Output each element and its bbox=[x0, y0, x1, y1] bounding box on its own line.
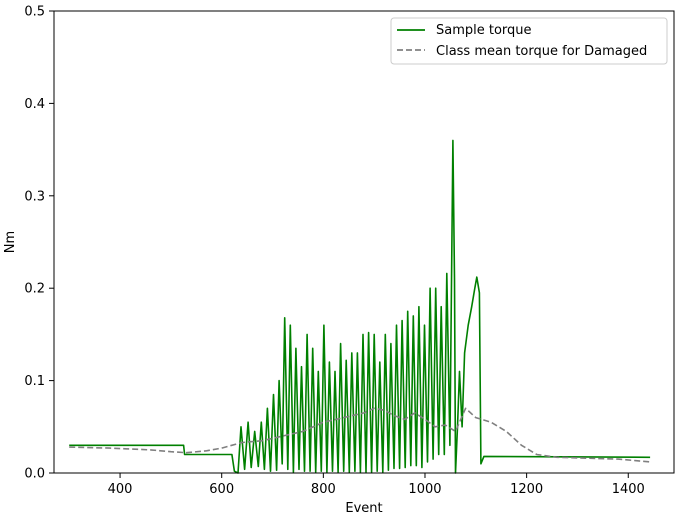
x-axis-label: Event bbox=[345, 501, 382, 514]
plot-series bbox=[69, 139, 651, 474]
y-tick-label-0.4: 0.4 bbox=[24, 97, 45, 112]
y-tick-label-0.2: 0.2 bbox=[24, 282, 45, 297]
legend: Sample torque Class mean torque for Dama… bbox=[390, 17, 668, 65]
x-tick-label-1200: 1200 bbox=[510, 482, 543, 497]
x-tick-label-800: 800 bbox=[311, 482, 336, 497]
x-tick-label-1000: 1000 bbox=[408, 482, 441, 497]
y-tick-label-0.1: 0.1 bbox=[24, 374, 45, 389]
legend-box bbox=[390, 17, 668, 65]
legend-label-sample-torque: Sample torque bbox=[436, 23, 532, 38]
y-axis: 0.0 0.1 0.2 0.3 0.4 0.5 bbox=[24, 5, 54, 482]
series-line-1 bbox=[69, 407, 651, 463]
legend-label-class-mean: Class mean torque for Damaged bbox=[436, 44, 647, 59]
plot-frame bbox=[53, 10, 675, 474]
y-tick-label-0.5: 0.5 bbox=[24, 5, 45, 20]
y-tick-label-0.3: 0.3 bbox=[24, 189, 45, 204]
x-tick-label-1400: 1400 bbox=[612, 482, 645, 497]
y-axis-label: Nm bbox=[3, 231, 18, 253]
x-tick-label-600: 600 bbox=[209, 482, 234, 497]
x-tick-label-400: 400 bbox=[108, 482, 133, 497]
y-tick-label-0.0: 0.0 bbox=[24, 467, 45, 482]
x-axis: 400 600 800 1000 1200 1400 bbox=[108, 473, 645, 497]
series-line-0 bbox=[69, 139, 651, 474]
